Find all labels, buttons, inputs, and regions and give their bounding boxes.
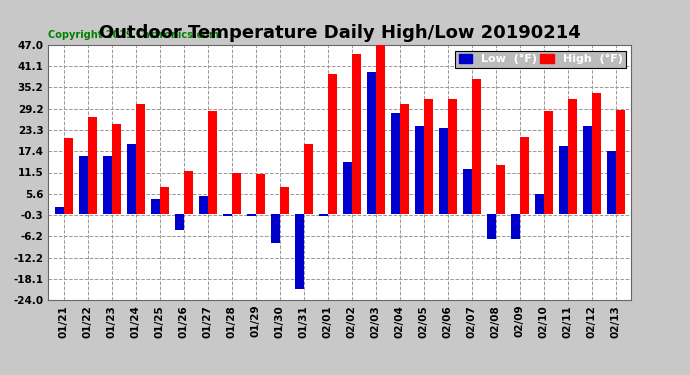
Bar [511,214,520,239]
Bar [568,99,577,214]
Bar [112,124,121,214]
Bar [304,144,313,214]
Bar [103,156,112,214]
Bar [199,196,208,214]
Bar [352,54,361,214]
Legend: Low  (°F), High  (°F): Low (°F), High (°F) [455,51,626,68]
Bar [88,117,97,214]
Bar [328,74,337,214]
Bar [64,138,73,214]
Bar [295,214,304,289]
Bar [79,156,88,214]
Bar [559,146,568,214]
Bar [424,99,433,214]
Bar [486,214,496,239]
Bar [55,207,64,214]
Bar [160,187,169,214]
Bar [615,110,625,214]
Bar [607,151,615,214]
Bar [376,43,385,214]
Bar [175,214,184,230]
Bar [520,136,529,214]
Bar [319,214,328,216]
Bar [391,113,400,214]
Bar [472,79,481,214]
Bar [150,200,160,214]
Bar [400,104,409,214]
Bar [448,99,457,214]
Bar [232,172,241,214]
Bar [136,104,145,214]
Bar [535,194,544,214]
Bar [544,111,553,214]
Bar [223,214,232,216]
Bar [592,93,601,214]
Bar [127,144,136,214]
Bar [496,165,505,214]
Bar [415,126,424,214]
Bar [184,171,193,214]
Bar [280,187,289,214]
Bar [439,128,448,214]
Title: Outdoor Temperature Daily High/Low 20190214: Outdoor Temperature Daily High/Low 20190… [99,24,581,42]
Bar [270,214,280,243]
Bar [582,126,592,214]
Text: Copyright 2019 Cartronics.com: Copyright 2019 Cartronics.com [48,30,219,40]
Bar [343,162,352,214]
Bar [366,72,376,214]
Bar [256,174,265,214]
Bar [247,214,256,216]
Bar [208,111,217,214]
Bar [463,169,472,214]
